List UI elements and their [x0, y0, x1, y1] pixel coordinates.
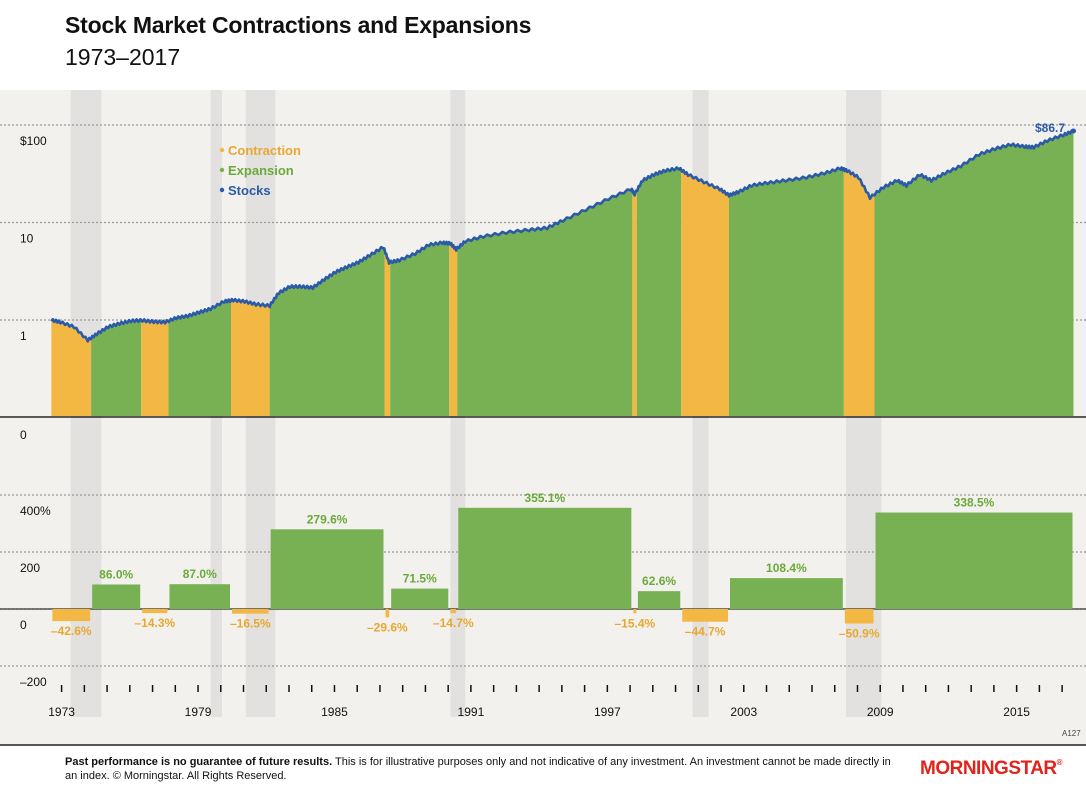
x-tick-label-2: 1985: [321, 705, 348, 719]
x-tick-label-3: 1991: [458, 705, 485, 719]
area-contraction-4: [231, 300, 270, 416]
morningstar-logo: MORNINGSTAR®: [920, 758, 1063, 780]
logo-registered-mark: ®: [1056, 758, 1063, 767]
area-contraction-0: [51, 320, 92, 416]
top-ytick-label-0: $100: [20, 134, 47, 148]
top-ytick-label-2: 1: [20, 329, 27, 343]
legend-dot-0: [219, 147, 225, 153]
disclaimer-text: This is for illustrative purposes only a…: [65, 756, 891, 782]
legend-label-1: Expansion: [228, 163, 294, 178]
bar-expansion-1: [92, 584, 141, 609]
bar-contraction-10: [633, 609, 637, 614]
area-expansion-5: [269, 247, 385, 416]
x-tick-label-6: 2009: [867, 705, 894, 719]
bar-label-0: –42.6%: [51, 624, 92, 638]
chart-title: Stock Market Contractions and Expansions: [65, 12, 532, 38]
bar-label-7: 71.5%: [403, 572, 437, 586]
bar-expansion-7: [391, 588, 449, 609]
area-contraction-8: [449, 243, 458, 416]
bar-expansion-9: [458, 507, 632, 609]
bar-expansion-11: [637, 591, 681, 609]
bar-contraction-0: [52, 609, 91, 622]
logo-text: MORNINGSTAR: [920, 758, 1057, 779]
bar-label-3: 87.0%: [183, 567, 217, 581]
bar-label-4: –16.5%: [230, 617, 271, 631]
area-expansion-7: [390, 242, 450, 416]
disclaimer: Past performance is no guarantee of futu…: [65, 755, 895, 783]
bar-expansion-3: [169, 584, 231, 609]
bar-label-10: –15.4%: [615, 616, 656, 630]
bar-expansion-5: [270, 529, 384, 609]
stocks-end-point: [1070, 128, 1076, 134]
stocks-end-label: $86.7: [1035, 121, 1065, 135]
bar-label-6: –29.6%: [367, 620, 408, 634]
bottom-ytick-label-3: –200: [20, 675, 47, 689]
bar-contraction-14: [844, 609, 874, 624]
chart-subtitle: 1973–2017: [65, 44, 181, 70]
legend-label-2: Stocks: [228, 183, 271, 198]
area-expansion-11: [636, 168, 682, 416]
area-contraction-14: [843, 169, 875, 416]
x-tick-label-1: 1979: [185, 705, 212, 719]
disclaimer-bold: Past performance is no guarantee of futu…: [65, 756, 333, 768]
x-tick-label-5: 2003: [730, 705, 757, 719]
stocks-line: [50, 129, 1074, 343]
x-tick-label-4: 1997: [594, 705, 621, 719]
bar-contraction-12: [682, 609, 728, 622]
bar-label-1: 86.0%: [99, 567, 133, 581]
bar-label-9: 355.1%: [524, 491, 565, 505]
legend-dot-1: [219, 167, 225, 173]
legend-dot-2: [219, 187, 225, 193]
top-ytick-label-1: 10: [20, 232, 34, 246]
area-expansion-1: [91, 320, 142, 416]
area-contraction-6: [384, 250, 391, 416]
chart-svg: $100 10 1 $86.7 Contraction Expansion Stocks 0 4…: [0, 90, 1086, 746]
bar-label-12: –44.7%: [685, 625, 726, 639]
bar-expansion-13: [729, 578, 843, 609]
bar-contraction-8: [450, 609, 457, 614]
area-contraction-12: [681, 169, 729, 416]
bar-contraction-2: [142, 609, 168, 614]
area-expansion-3: [168, 300, 232, 416]
bottom-top-zero-label: 0: [20, 428, 27, 442]
bottom-ytick-label-1: 200: [20, 561, 40, 575]
legend-label-0: Contraction: [228, 143, 301, 158]
bar-label-14: –50.9%: [839, 627, 880, 641]
area-expansion-9: [457, 189, 633, 416]
x-tick-label-7: 2015: [1003, 705, 1030, 719]
bottom-ytick-label-0: 400%: [20, 504, 51, 518]
bar-label-13: 108.4%: [766, 561, 807, 575]
area-contraction-10: [632, 190, 637, 416]
bar-label-2: –14.3%: [134, 616, 175, 630]
bar-label-8: –14.7%: [433, 616, 474, 630]
bar-label-11: 62.6%: [642, 574, 676, 588]
bar-label-5: 279.6%: [307, 512, 348, 526]
chart-code: A127: [1062, 729, 1081, 738]
x-tick-label-0: 1973: [48, 705, 75, 719]
bar-contraction-6: [385, 609, 390, 618]
bar-label-15: 338.5%: [954, 496, 995, 510]
area-contraction-2: [141, 320, 169, 416]
area-expansion-13: [728, 168, 844, 416]
bar-contraction-4: [232, 609, 269, 614]
bar-expansion-15: [875, 512, 1073, 609]
bottom-ytick-label-2: 0: [20, 618, 27, 632]
area-expansion-15: [874, 131, 1074, 416]
